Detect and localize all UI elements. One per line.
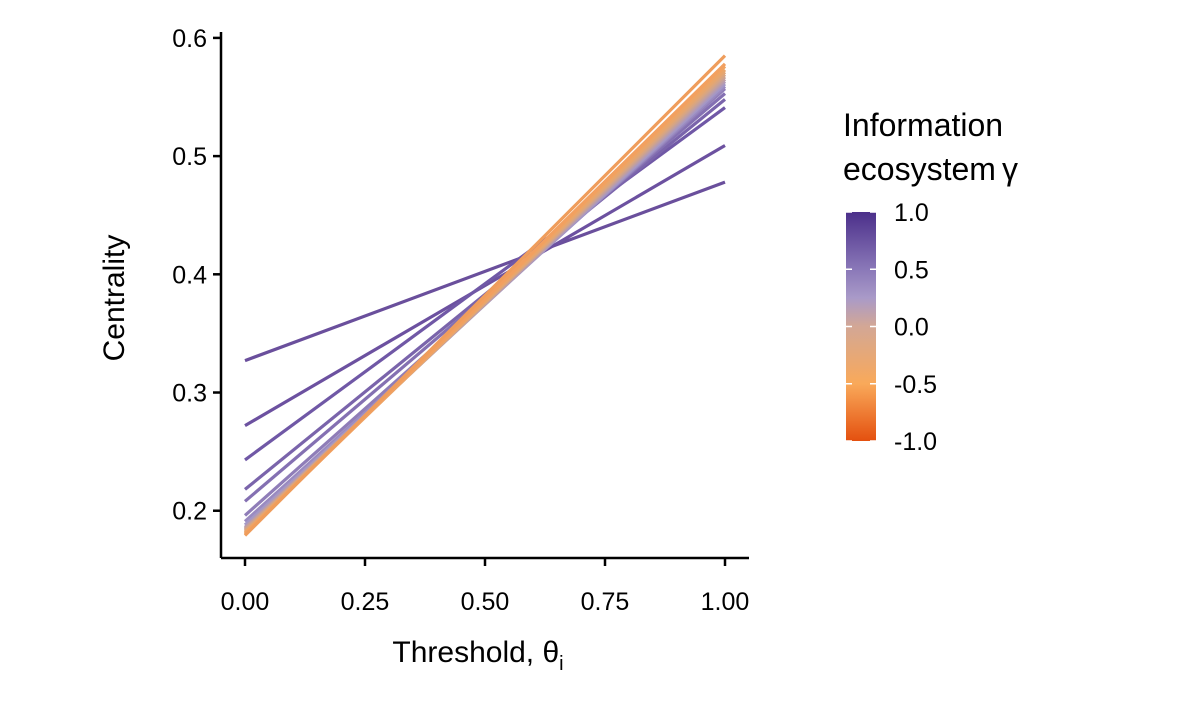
x-tick-label-4: 1.00 <box>701 588 750 616</box>
y-axis-title: Centrality <box>98 235 131 362</box>
x-tick-label-0: 0.00 <box>221 588 270 616</box>
y-tick-label-4: 0.6 <box>172 25 207 53</box>
x-tick-label-2: 0.50 <box>461 588 510 616</box>
colorbar-label-2: 0.0 <box>894 314 929 342</box>
y-axis: 0.2 0.3 0.4 0.5 0.6 <box>172 25 223 558</box>
x-axis-title-text: Threshold, θ <box>392 636 559 669</box>
y-tick-label-3: 0.5 <box>172 143 207 171</box>
colorbar-label-1: 0.5 <box>894 256 929 284</box>
legend-title-line1: Information <box>843 107 1003 143</box>
legend-title-line2: ecosystem γ <box>843 151 1018 187</box>
legend-title-word: ecosystem <box>843 151 996 187</box>
x-tick-label-3: 0.75 <box>581 588 630 616</box>
y-tick-label-2: 0.4 <box>172 261 207 289</box>
x-tick-label-1: 0.25 <box>341 588 390 616</box>
colorbar-ticks: 1.0 0.5 0.0 -0.5 -1.0 <box>846 199 937 456</box>
y-tick-label-1: 0.3 <box>172 380 207 408</box>
series-line-0 <box>244 180 726 363</box>
legend-title-gamma: γ <box>1002 151 1018 187</box>
colorbar-label-4: -1.0 <box>894 428 937 456</box>
plot-lines <box>243 54 727 537</box>
x-axis-title-subscript: i <box>559 653 563 675</box>
x-axis: 0.00 0.25 0.50 0.75 1.00 <box>221 556 750 616</box>
x-axis-title: Threshold, θi <box>392 636 563 675</box>
colorbar-legend: Information ecosystem γ 1.0 0.5 0.0 -0.5 -1.0 <box>843 107 1018 456</box>
series-line-2 <box>244 106 726 462</box>
colorbar-label-3: -0.5 <box>894 371 937 399</box>
series-line-16 <box>243 54 727 537</box>
colorbar-label-0: 1.0 <box>894 199 929 227</box>
y-tick-label-0: 0.2 <box>172 498 207 526</box>
